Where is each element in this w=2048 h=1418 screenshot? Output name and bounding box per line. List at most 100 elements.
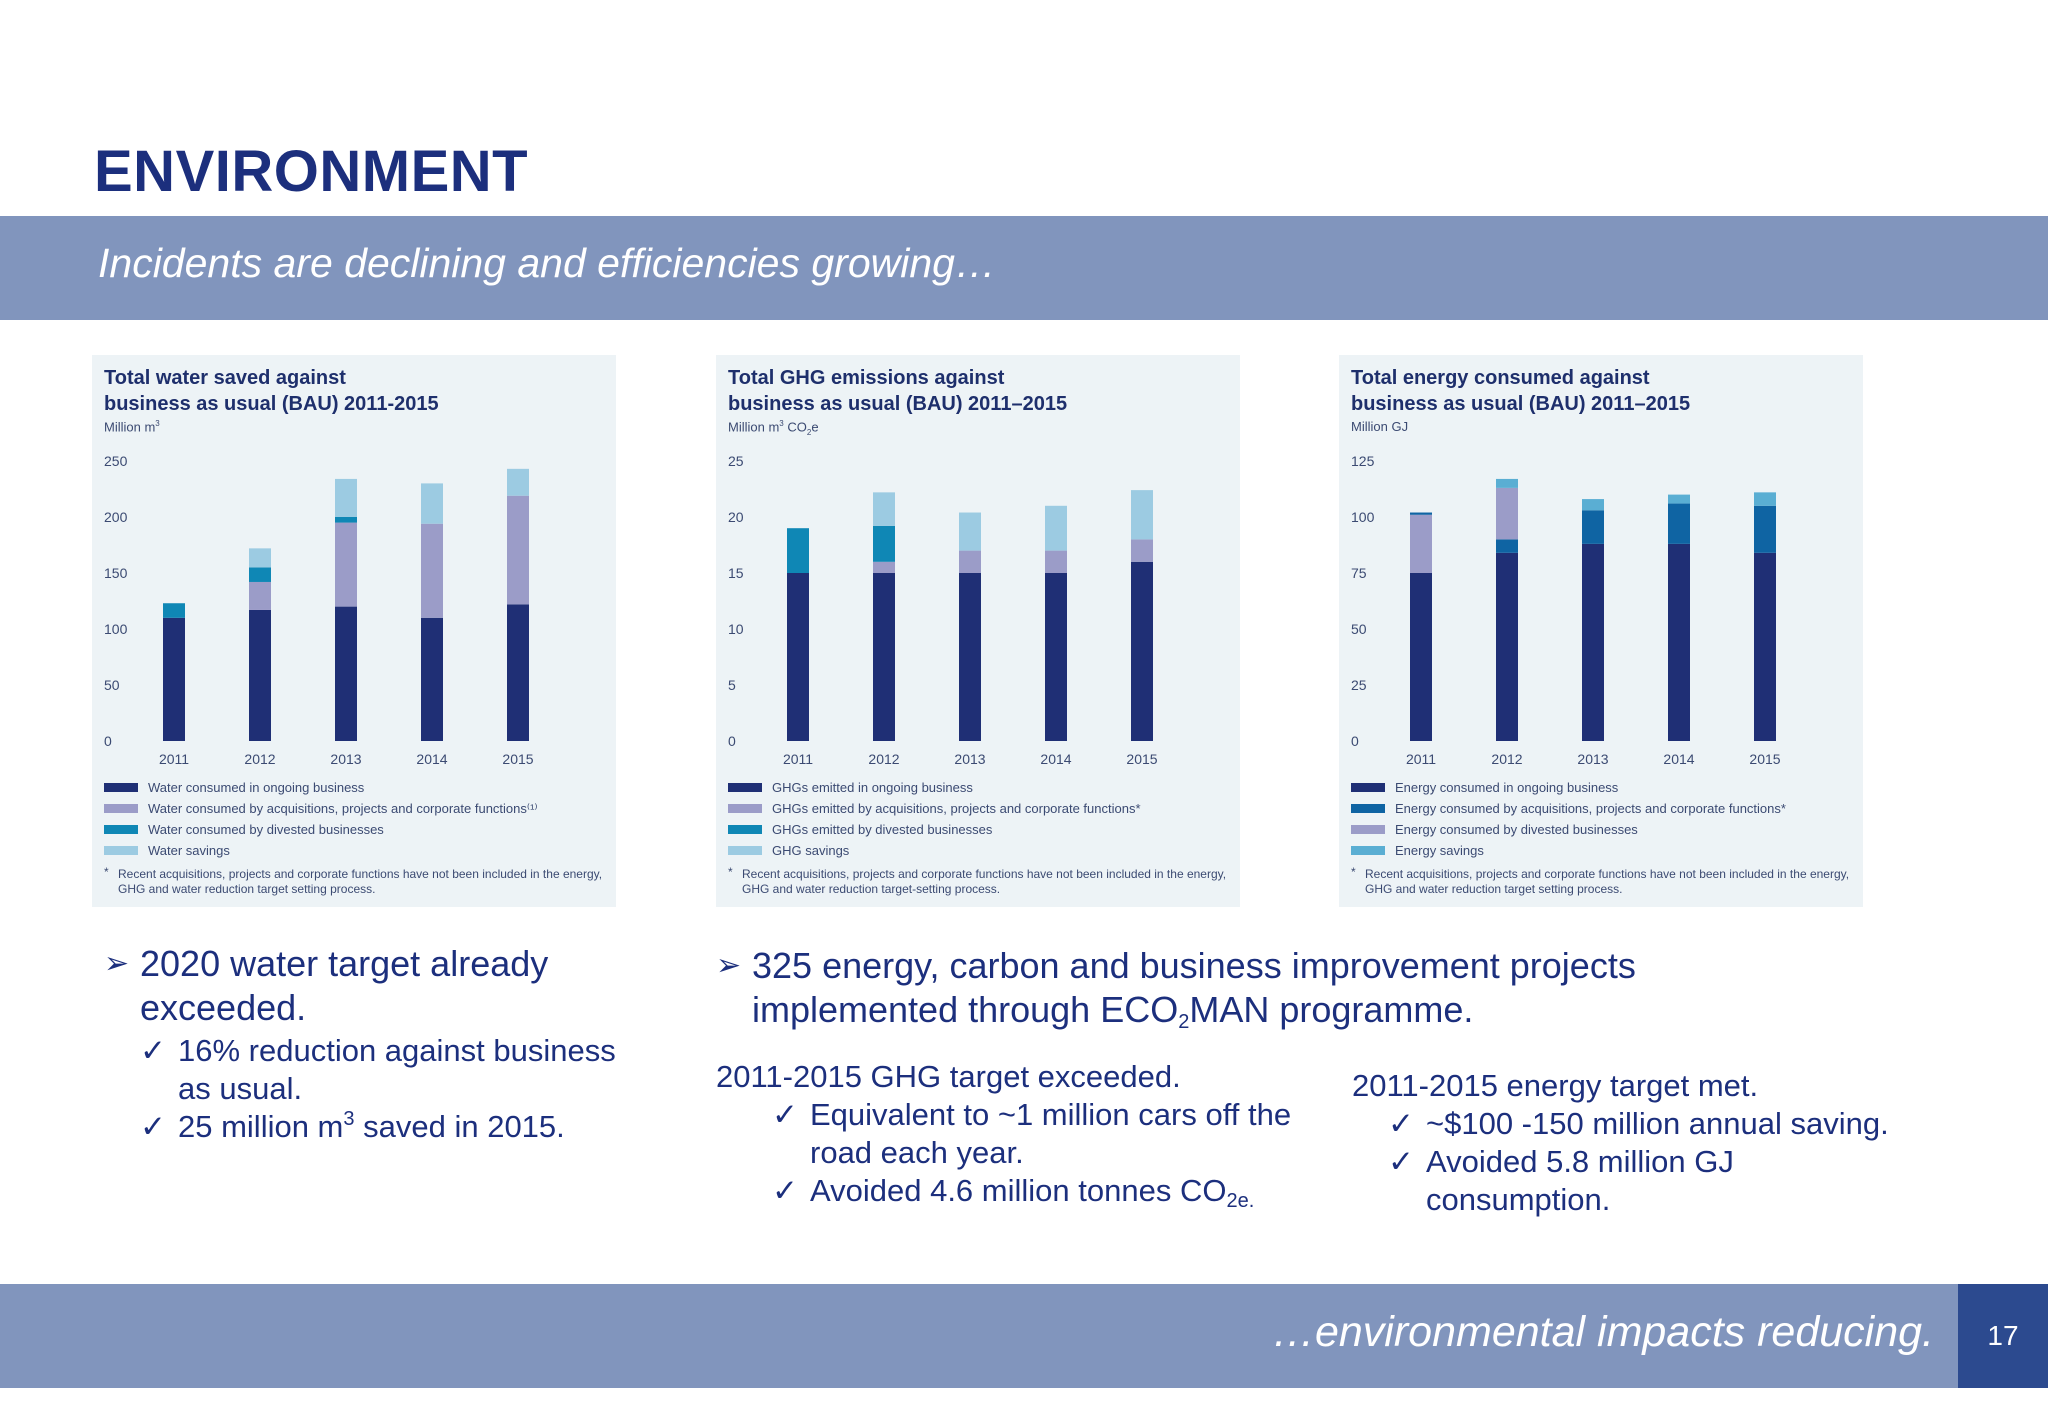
checkmark-icon: ✓ bbox=[140, 1033, 166, 1068]
bar-segment bbox=[421, 617, 443, 741]
bar-segment bbox=[507, 604, 529, 741]
bar-segment bbox=[335, 517, 357, 523]
legend-item: Water consumed by acquisitions, projects… bbox=[104, 798, 609, 819]
bar-segment bbox=[1131, 490, 1153, 540]
bar-segment bbox=[1045, 505, 1067, 551]
x-tick-label: 2011 bbox=[1406, 751, 1436, 767]
legend-item: Energy savings bbox=[1351, 840, 1856, 861]
chart-unit-label: Million m3 bbox=[104, 419, 160, 435]
bar-segment bbox=[249, 548, 271, 568]
checkmark-icon: ✓ bbox=[772, 1173, 798, 1208]
checkmark-icon: ✓ bbox=[772, 1097, 798, 1132]
y-tick-label: 50 bbox=[1351, 621, 1367, 637]
bar-segment bbox=[787, 573, 809, 741]
bar-segment bbox=[959, 512, 981, 551]
y-tick-label: 5 bbox=[728, 677, 736, 693]
legend-swatch bbox=[104, 846, 138, 855]
legend-swatch bbox=[728, 804, 762, 813]
bar-segment bbox=[249, 609, 271, 741]
legend-swatch bbox=[1351, 804, 1385, 813]
legend-item: Water consumed by divested businesses bbox=[104, 819, 609, 840]
legend-item: Water savings bbox=[104, 840, 609, 861]
legend-item: GHGs emitted in ongoing business bbox=[728, 777, 1233, 798]
arrow-bullet-icon: ➢ bbox=[716, 949, 742, 982]
bar-segment bbox=[421, 523, 443, 618]
bar-segment bbox=[1582, 499, 1604, 511]
page-number: 17 bbox=[1958, 1284, 2048, 1388]
bar-segment bbox=[1582, 543, 1604, 741]
legend-swatch bbox=[1351, 846, 1385, 855]
bar-segment bbox=[873, 573, 895, 741]
bar-segment bbox=[421, 483, 443, 524]
legend-swatch bbox=[1351, 825, 1385, 834]
chart-legend: Water consumed in ongoing business Water… bbox=[104, 777, 609, 897]
checkmark-icon: ✓ bbox=[1388, 1144, 1414, 1179]
y-tick-label: 125 bbox=[1351, 453, 1375, 469]
y-tick-label: 15 bbox=[728, 565, 744, 581]
legend-swatch bbox=[104, 783, 138, 792]
x-tick-label: 2015 bbox=[1126, 751, 1157, 767]
bar-segment bbox=[1410, 573, 1432, 741]
bar-segment bbox=[1410, 514, 1432, 573]
legend-swatch bbox=[1351, 783, 1385, 792]
x-tick-label: 2012 bbox=[868, 751, 899, 767]
chart-title: Total GHG emissions against business as … bbox=[728, 367, 1068, 415]
legend-item: Energy consumed by acquisitions, project… bbox=[1351, 798, 1856, 819]
x-tick-label: 2011 bbox=[783, 751, 813, 767]
legend-swatch bbox=[104, 825, 138, 834]
y-tick-label: 50 bbox=[104, 677, 120, 693]
banner-text: Incidents are declining and efficiencies… bbox=[98, 240, 996, 286]
legend-item: Energy consumed by divested businesses bbox=[1351, 819, 1856, 840]
y-tick-label: 100 bbox=[104, 621, 128, 637]
x-tick-label: 2014 bbox=[416, 751, 447, 767]
legend-item: Energy consumed in ongoing business bbox=[1351, 777, 1856, 798]
bar-segment bbox=[1668, 503, 1690, 544]
page-title: ENVIRONMENT bbox=[94, 139, 529, 204]
y-tick-label: 25 bbox=[1351, 677, 1367, 693]
bar-segment bbox=[249, 567, 271, 582]
bar-segment bbox=[1668, 543, 1690, 741]
bar-segment bbox=[1496, 487, 1518, 540]
bar-segment bbox=[1045, 550, 1067, 573]
x-tick-label: 2012 bbox=[244, 751, 275, 767]
y-tick-label: 20 bbox=[728, 509, 744, 525]
chart-footnote: * Recent acquisitions, projects and corpo… bbox=[1351, 865, 1850, 896]
y-tick-label: 25 bbox=[728, 453, 744, 469]
bar-segment bbox=[507, 495, 529, 605]
bar-segment bbox=[335, 606, 357, 741]
bar-segment bbox=[507, 468, 529, 496]
y-tick-label: 200 bbox=[104, 509, 128, 525]
y-tick-label: 0 bbox=[728, 733, 736, 749]
chart-unit-label: Million GJ bbox=[1351, 419, 1409, 434]
y-tick-label: 0 bbox=[104, 733, 112, 749]
energy-chart: 0 25 50 75 100 125 2011 2012 2013 2014 2015 bbox=[1351, 453, 1781, 767]
bar-segment bbox=[873, 561, 895, 573]
x-tick-label: 2013 bbox=[1577, 751, 1608, 767]
bar-segment bbox=[959, 573, 981, 741]
bar-segment bbox=[1668, 494, 1690, 504]
bar-segment bbox=[249, 581, 271, 610]
x-tick-label: 2012 bbox=[1491, 751, 1522, 767]
legend-swatch bbox=[104, 804, 138, 813]
water-chart: 0 50 100 150 200 250 2011 2012 2013 2014 2015 bbox=[104, 453, 534, 767]
bar-segment bbox=[335, 478, 357, 517]
bar-segment bbox=[1131, 561, 1153, 741]
legend-swatch bbox=[728, 825, 762, 834]
ghg-avoided-bullet: ✓ Avoided 4.6 million tonnes CO2e. bbox=[772, 1173, 1255, 1212]
arrow-bullet-icon: ➢ bbox=[104, 947, 130, 980]
chart-panel-energy: Total energy consumed against business a… bbox=[1339, 355, 1863, 907]
bar-segment bbox=[163, 603, 185, 618]
chart-panel-ghg: Total GHG emissions against business as … bbox=[716, 355, 1240, 907]
bar-segment bbox=[1496, 552, 1518, 741]
energy-target-text: 2011-2015 energy target met. bbox=[1352, 1068, 1759, 1103]
legend-item: GHGs emitted by divested businesses bbox=[728, 819, 1233, 840]
bar-segment bbox=[1582, 510, 1604, 544]
water-saved-bullet: ✓ 25 million m3 saved in 2015. bbox=[140, 1108, 565, 1144]
energy-avoided-bullet: ✓ Avoided 5.8 million GJ consumption. bbox=[1388, 1144, 1734, 1217]
bar-segment bbox=[873, 492, 895, 526]
footer-banner: …environmental impacts reducing. bbox=[0, 1284, 1958, 1388]
bar-segment bbox=[1754, 505, 1776, 553]
x-tick-label: 2011 bbox=[159, 751, 189, 767]
bar-segment bbox=[1754, 492, 1776, 506]
legend-swatch bbox=[728, 783, 762, 792]
